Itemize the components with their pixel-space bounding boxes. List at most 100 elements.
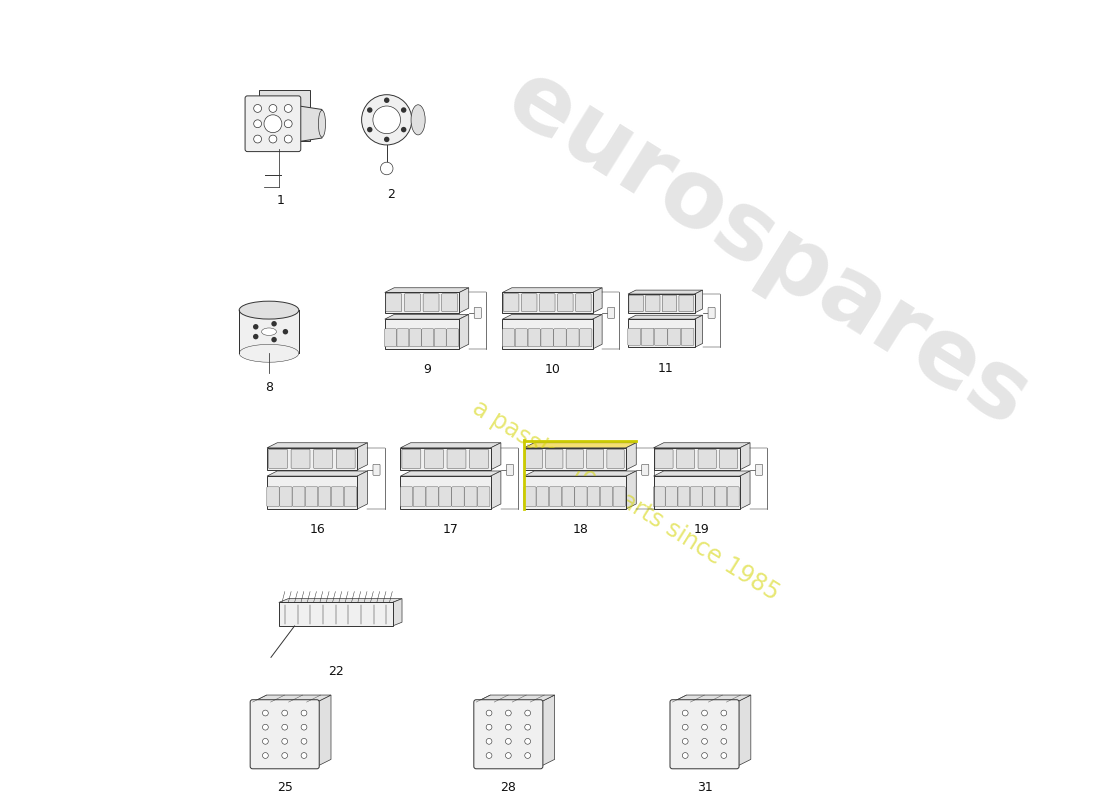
FancyBboxPatch shape [756, 464, 762, 475]
Polygon shape [278, 598, 402, 602]
FancyBboxPatch shape [385, 293, 460, 313]
Ellipse shape [411, 105, 426, 135]
Polygon shape [524, 442, 636, 448]
FancyBboxPatch shape [628, 319, 695, 347]
FancyBboxPatch shape [566, 450, 583, 468]
Text: 18: 18 [572, 523, 588, 536]
FancyBboxPatch shape [442, 294, 458, 312]
FancyBboxPatch shape [628, 328, 640, 346]
Circle shape [486, 753, 492, 758]
Text: 10: 10 [544, 363, 560, 376]
FancyBboxPatch shape [719, 450, 738, 468]
Polygon shape [540, 695, 554, 766]
FancyBboxPatch shape [421, 329, 433, 346]
Circle shape [284, 105, 293, 112]
FancyBboxPatch shape [653, 487, 666, 506]
FancyBboxPatch shape [503, 319, 593, 349]
FancyBboxPatch shape [400, 487, 412, 506]
FancyBboxPatch shape [676, 450, 694, 468]
Circle shape [682, 710, 689, 716]
Polygon shape [593, 288, 602, 313]
FancyBboxPatch shape [504, 294, 519, 312]
Polygon shape [628, 315, 703, 319]
FancyBboxPatch shape [654, 328, 668, 346]
Circle shape [384, 137, 389, 142]
FancyBboxPatch shape [541, 329, 553, 346]
Circle shape [505, 710, 512, 716]
FancyBboxPatch shape [424, 294, 439, 312]
Polygon shape [740, 442, 750, 470]
Polygon shape [653, 471, 750, 476]
Bar [278, 602, 393, 626]
FancyBboxPatch shape [708, 307, 715, 318]
FancyBboxPatch shape [566, 329, 579, 346]
Polygon shape [740, 471, 750, 509]
FancyBboxPatch shape [397, 329, 409, 346]
FancyBboxPatch shape [385, 319, 460, 349]
Polygon shape [260, 90, 310, 142]
FancyBboxPatch shape [386, 294, 402, 312]
Text: 2: 2 [387, 188, 395, 201]
Circle shape [272, 321, 277, 326]
Polygon shape [626, 471, 636, 509]
FancyBboxPatch shape [506, 464, 514, 475]
Text: 22: 22 [328, 666, 343, 678]
Circle shape [301, 724, 307, 730]
Polygon shape [460, 314, 469, 349]
Polygon shape [695, 315, 703, 347]
Circle shape [702, 738, 707, 744]
Circle shape [702, 710, 707, 716]
FancyBboxPatch shape [607, 450, 624, 468]
FancyBboxPatch shape [641, 328, 653, 346]
FancyBboxPatch shape [524, 487, 536, 506]
Polygon shape [400, 442, 500, 448]
Ellipse shape [262, 328, 276, 335]
Polygon shape [460, 288, 469, 313]
FancyBboxPatch shape [528, 329, 540, 346]
FancyBboxPatch shape [337, 450, 355, 468]
Text: 28: 28 [500, 781, 516, 794]
FancyBboxPatch shape [385, 329, 396, 346]
Circle shape [400, 127, 406, 132]
Polygon shape [524, 471, 636, 476]
FancyBboxPatch shape [580, 329, 592, 346]
FancyBboxPatch shape [344, 487, 356, 506]
Circle shape [505, 724, 512, 730]
FancyBboxPatch shape [245, 96, 300, 151]
FancyBboxPatch shape [629, 295, 644, 312]
FancyBboxPatch shape [452, 487, 464, 506]
FancyBboxPatch shape [292, 450, 310, 468]
Polygon shape [503, 314, 602, 319]
FancyBboxPatch shape [402, 450, 421, 468]
Circle shape [301, 710, 307, 716]
Circle shape [301, 738, 307, 744]
FancyBboxPatch shape [641, 464, 649, 475]
Text: 8: 8 [265, 381, 273, 394]
Circle shape [505, 738, 512, 744]
FancyBboxPatch shape [681, 328, 694, 346]
Polygon shape [393, 598, 402, 626]
Circle shape [486, 738, 492, 744]
FancyBboxPatch shape [331, 487, 343, 506]
Circle shape [720, 710, 727, 716]
FancyBboxPatch shape [474, 700, 543, 769]
Circle shape [254, 120, 262, 128]
Polygon shape [476, 695, 554, 702]
FancyBboxPatch shape [575, 294, 591, 312]
Circle shape [254, 105, 262, 112]
FancyBboxPatch shape [546, 450, 563, 468]
Circle shape [384, 98, 389, 103]
FancyBboxPatch shape [524, 448, 626, 470]
Circle shape [263, 724, 268, 730]
Circle shape [282, 710, 287, 716]
FancyBboxPatch shape [662, 295, 676, 312]
FancyBboxPatch shape [267, 448, 358, 470]
Circle shape [486, 710, 492, 716]
Circle shape [682, 724, 689, 730]
Polygon shape [385, 288, 469, 293]
FancyBboxPatch shape [670, 700, 739, 769]
Text: 31: 31 [696, 781, 713, 794]
FancyBboxPatch shape [575, 487, 587, 506]
FancyBboxPatch shape [293, 487, 305, 506]
Circle shape [367, 107, 373, 113]
